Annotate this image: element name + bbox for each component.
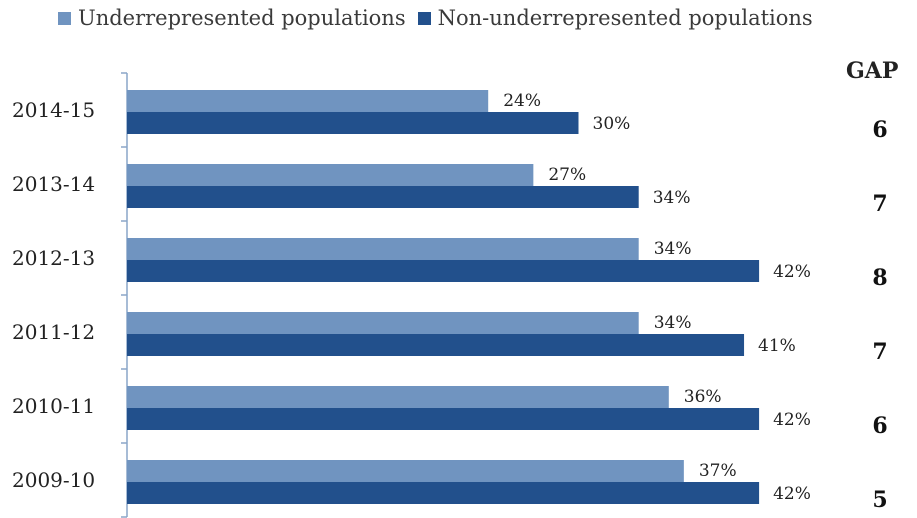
data-label-non-underrepresented: 34% xyxy=(653,188,691,208)
category-label: 2010-11 xyxy=(12,394,95,418)
category-label: 2014-15 xyxy=(12,98,95,122)
bar-non-underrepresented xyxy=(127,408,760,430)
category-label: 2012-13 xyxy=(12,246,95,270)
gap-value: 5 xyxy=(872,487,887,513)
bar-underrepresented xyxy=(127,386,669,408)
data-label-underrepresented: 36% xyxy=(684,387,722,407)
data-label-underrepresented: 27% xyxy=(548,165,586,185)
data-label-underrepresented: 34% xyxy=(654,239,692,259)
data-label-underrepresented: 24% xyxy=(503,91,541,111)
data-label-non-underrepresented: 42% xyxy=(773,262,811,282)
legend: Underrepresented populations Non-underre… xyxy=(58,6,825,30)
data-label-non-underrepresented: 42% xyxy=(773,484,811,504)
gap-header: GAP xyxy=(846,58,899,84)
data-label-non-underrepresented: 30% xyxy=(593,114,631,134)
category-label: 2013-14 xyxy=(12,172,95,196)
bar-underrepresented xyxy=(127,238,639,260)
legend-swatch-non-underrepresented xyxy=(417,11,431,25)
bar-underrepresented xyxy=(127,90,489,112)
bar-non-underrepresented xyxy=(127,482,760,504)
gap-value: 8 xyxy=(872,265,887,291)
bar-non-underrepresented xyxy=(127,186,639,208)
legend-item-non-underrepresented: Non-underrepresented populations xyxy=(417,6,813,30)
gap-value: 6 xyxy=(872,117,887,143)
data-label-underrepresented: 37% xyxy=(699,461,737,481)
legend-swatch-underrepresented xyxy=(58,11,71,25)
gap-value: 7 xyxy=(872,191,887,217)
data-label-non-underrepresented: 41% xyxy=(758,336,796,356)
bar-non-underrepresented xyxy=(127,260,760,282)
data-label-non-underrepresented: 42% xyxy=(773,410,811,430)
gap-value: 6 xyxy=(872,413,887,439)
category-label: 2011-12 xyxy=(12,320,95,344)
legend-label-non-underrepresented: Non-underrepresented populations xyxy=(437,6,813,30)
bar-underrepresented xyxy=(127,312,639,334)
gap-value: 7 xyxy=(872,339,887,365)
bar-underrepresented xyxy=(127,460,684,482)
data-label-underrepresented: 34% xyxy=(654,313,692,333)
bar-underrepresented xyxy=(127,164,534,186)
bar-non-underrepresented xyxy=(127,112,579,134)
category-label: 2009-10 xyxy=(12,468,95,492)
legend-item-underrepresented: Underrepresented populations xyxy=(58,6,406,30)
legend-label-underrepresented: Underrepresented populations xyxy=(78,6,406,30)
bar-non-underrepresented xyxy=(127,334,745,356)
